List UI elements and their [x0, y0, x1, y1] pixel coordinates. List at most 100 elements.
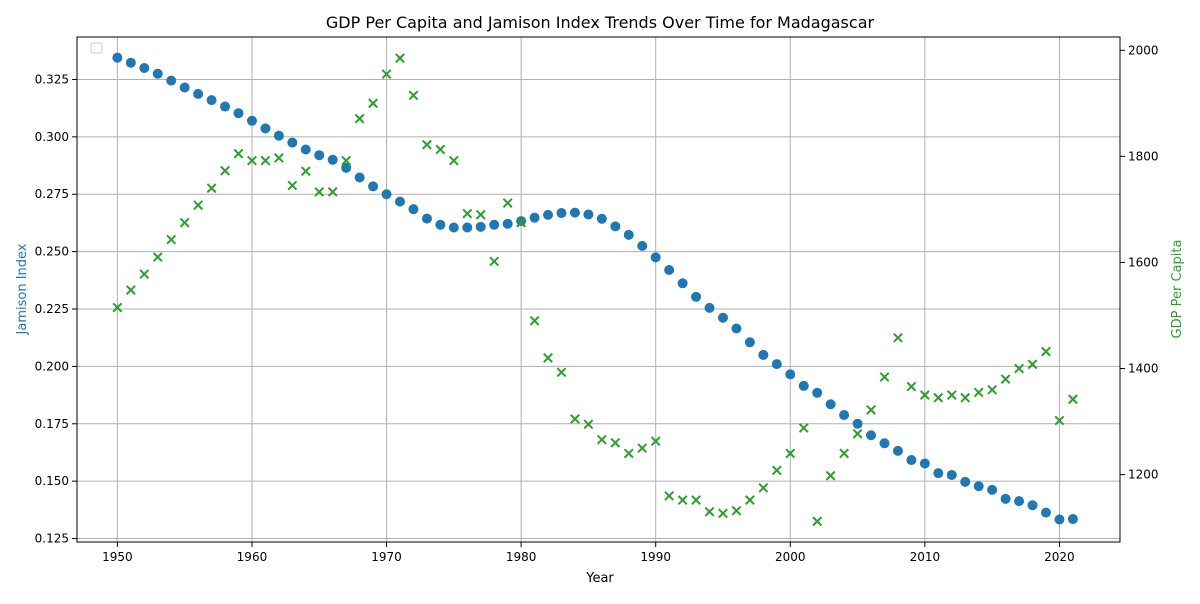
jamison-index-point	[475, 221, 486, 232]
gdp-per-capita-point	[1000, 374, 1011, 385]
gdp-per-capita-point	[327, 186, 338, 197]
gdp-per-capita-point	[300, 166, 311, 177]
jamison-index-point	[246, 115, 257, 126]
gdp-per-capita-point	[435, 144, 446, 155]
jamison-index-point	[637, 240, 648, 251]
gdp-per-capita-point	[543, 353, 553, 363]
jamison-index-point	[220, 101, 231, 112]
jamison-index-point	[946, 469, 957, 480]
jamison-index-point	[960, 476, 971, 487]
jamison-index-point	[987, 484, 998, 495]
jamison-index-point	[1067, 514, 1078, 525]
gdp-per-capita-point	[220, 165, 230, 176]
left-y-tick-label: 0.300	[35, 130, 69, 144]
jamison-index-series	[112, 52, 1078, 525]
x-tick-label: 1980	[506, 550, 537, 564]
gdp-per-capita-point	[744, 495, 755, 506]
gdp-per-capita-point	[973, 387, 984, 398]
jamison-index-point	[812, 387, 823, 398]
jamison-index-point	[717, 312, 728, 323]
jamison-index-point	[704, 302, 715, 313]
jamison-index-point	[1014, 496, 1025, 507]
gdp-per-capita-point	[408, 90, 419, 101]
gdp-per-capita-point	[946, 390, 957, 400]
jamison-index-point	[193, 88, 204, 99]
right-y-tick-label: 1200	[1128, 468, 1159, 482]
jamison-index-point	[664, 264, 675, 275]
jamison-index-point	[327, 154, 338, 165]
left-y-tick-label: 0.125	[35, 532, 69, 546]
x-tick-label: 1970	[371, 550, 402, 564]
grid-lines	[77, 37, 1120, 542]
jamison-index-point	[408, 204, 419, 215]
jamison-index-point	[798, 380, 809, 391]
gdp-per-capita-point	[341, 155, 352, 166]
jamison-index-point	[448, 222, 459, 233]
gdp-per-capita-point	[839, 448, 850, 459]
gdp-per-capita-point	[516, 217, 527, 228]
jamison-index-point	[462, 222, 473, 233]
x-tick-label: 2020	[1044, 550, 1075, 564]
right-y-tick-label: 1800	[1128, 149, 1159, 163]
jamison-index-point	[354, 172, 365, 183]
gdp-per-capita-point	[610, 437, 621, 448]
jamison-index-point	[179, 82, 190, 93]
gdp-per-capita-point	[206, 183, 217, 194]
jamison-index-point	[394, 196, 405, 207]
gdp-per-capita-point	[273, 153, 284, 163]
gdp-per-capita-point	[798, 423, 809, 433]
gdp-per-capita-point	[448, 155, 459, 166]
gdp-per-capita-point	[1041, 346, 1051, 357]
x-tick-label: 1950	[102, 550, 133, 564]
legend-box	[90, 42, 103, 54]
gdp-per-capita-series	[112, 53, 1078, 527]
jamison-index-point	[731, 323, 742, 334]
jamison-index-point	[166, 75, 177, 86]
jamison-index-point	[368, 181, 379, 192]
gdp-per-capita-point	[529, 315, 540, 326]
gdp-per-capita-point	[260, 155, 271, 166]
gdp-per-capita-point	[1054, 415, 1065, 426]
jamison-index-point	[1000, 493, 1011, 504]
gdp-per-capita-point	[152, 252, 163, 263]
left-y-tick-label: 0.325	[35, 72, 69, 86]
gdp-per-capita-point	[960, 392, 971, 403]
x-tick-label: 1960	[237, 550, 268, 564]
gdp-per-capita-point	[933, 392, 944, 403]
gdp-per-capita-point	[395, 53, 405, 64]
jamison-index-point	[300, 144, 311, 155]
x-axis-label: Year	[585, 571, 614, 586]
gdp-per-capita-point	[987, 384, 998, 395]
right-y-tick-label: 2000	[1128, 43, 1159, 57]
left-y-tick-label: 0.275	[35, 187, 69, 201]
gdp-per-capita-point	[664, 490, 675, 501]
jamison-index-point	[1040, 507, 1051, 518]
jamison-index-point	[556, 208, 567, 219]
jamison-index-point	[233, 108, 244, 119]
jamison-index-point	[839, 410, 850, 421]
left-y-tick-label: 0.150	[35, 474, 69, 488]
jamison-index-point	[691, 291, 702, 302]
gdp-per-capita-point	[354, 113, 365, 124]
jamison-index-point	[152, 68, 163, 79]
x-tick-label: 2000	[775, 550, 806, 564]
gdp-per-capita-point	[502, 198, 513, 208]
left-y-tick-label: 0.200	[35, 359, 69, 373]
jamison-index-point	[421, 213, 432, 224]
right-y-axis-label: GDP Per Capita	[1170, 240, 1185, 339]
left-y-axis-label: Jamison Index	[15, 243, 30, 335]
jamison-index-point	[529, 212, 540, 223]
gdp-per-capita-point	[233, 148, 244, 159]
gdp-per-capita-point	[381, 69, 392, 80]
gdp-per-capita-point	[125, 285, 136, 295]
plot-frame	[76, 36, 1121, 543]
jamison-index-point	[771, 359, 782, 370]
gdp-per-capita-point	[906, 381, 917, 392]
right-y-tick-label: 1400	[1128, 362, 1159, 376]
jamison-index-point	[435, 219, 446, 230]
jamison-index-point	[206, 95, 217, 106]
jamison-index-point	[260, 123, 271, 134]
gdp-per-capita-point	[556, 367, 567, 378]
